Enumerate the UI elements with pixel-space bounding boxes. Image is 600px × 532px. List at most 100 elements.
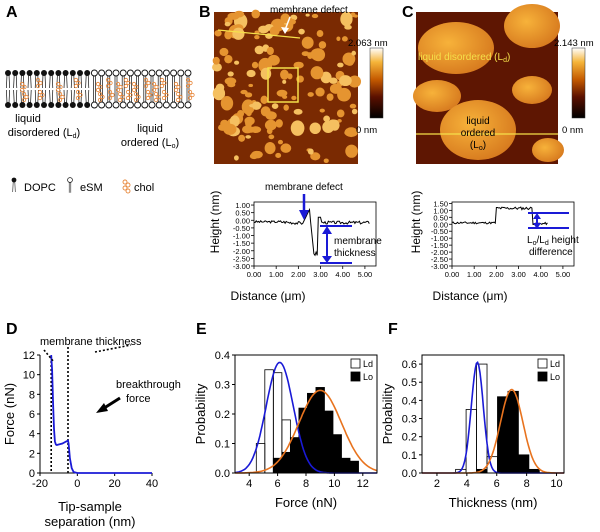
cholesterol bbox=[161, 89, 169, 101]
lo-domain bbox=[280, 69, 289, 80]
y-tick-label: 1.00 bbox=[235, 201, 250, 210]
x-tick-label: 3.00 bbox=[313, 270, 328, 279]
lo-domain bbox=[293, 108, 303, 115]
lo-domain bbox=[271, 103, 279, 109]
d-breakthrough-2: force bbox=[126, 393, 150, 405]
scale-min-b: 0 nm bbox=[356, 125, 377, 136]
defect-arrowhead-b bbox=[281, 27, 289, 34]
lipid-top bbox=[112, 69, 120, 90]
cholesterol bbox=[145, 89, 153, 101]
lo-domain bbox=[264, 119, 277, 131]
lo-region-label-2: ordered bbox=[461, 128, 495, 139]
lo-domain bbox=[219, 47, 229, 57]
lo-domain bbox=[268, 134, 275, 140]
lo-domain bbox=[232, 27, 245, 40]
legend-esm-label: eSM bbox=[80, 182, 103, 194]
lo-domain bbox=[254, 34, 260, 40]
y-tick-label: 0.4 bbox=[402, 395, 417, 407]
lipid-top bbox=[141, 69, 149, 90]
y-tick-label: -0.50 bbox=[431, 227, 448, 236]
lo-domain bbox=[233, 155, 239, 161]
esm-icon bbox=[67, 177, 73, 194]
lo-domain bbox=[244, 92, 253, 98]
y-tick-label: -2.00 bbox=[431, 248, 448, 257]
lo-label-line1: liquid bbox=[137, 123, 163, 135]
x-tick-label: 5.00 bbox=[556, 270, 571, 279]
defect-arrowhead-profile bbox=[299, 210, 309, 220]
d-xlabel-2: separation (nm) bbox=[44, 514, 135, 529]
lipid-bottom bbox=[126, 88, 134, 109]
lo-domain bbox=[277, 139, 283, 145]
bar-ld bbox=[281, 419, 291, 474]
y-tick-label: -3.00 bbox=[233, 262, 250, 271]
d-y-tick-label: 6 bbox=[29, 409, 35, 421]
lipid-top bbox=[83, 69, 91, 89]
lo-domain bbox=[240, 89, 248, 95]
legend-ld-label: Ld bbox=[550, 359, 560, 369]
lipid-top bbox=[90, 69, 98, 90]
lo-domain bbox=[282, 79, 287, 84]
lo-domain bbox=[275, 152, 282, 158]
x-tick-label: 4.00 bbox=[335, 270, 350, 279]
profile-b-xlabel: Distance (μm) bbox=[231, 289, 306, 303]
xlabel: Thickness (nm) bbox=[449, 495, 538, 510]
lo-domain bbox=[310, 152, 321, 161]
lo-domain bbox=[244, 116, 255, 126]
lo-domain bbox=[301, 51, 310, 57]
profile-frame bbox=[253, 201, 377, 267]
lo-domain bbox=[214, 29, 222, 37]
cholesterol bbox=[131, 81, 139, 93]
d-x-tick-label: 40 bbox=[146, 478, 158, 490]
profile-b-ylabel: Height (nm) bbox=[208, 191, 222, 254]
lipid-bottom bbox=[11, 89, 19, 109]
lo-domain bbox=[301, 36, 314, 49]
lo-domain bbox=[264, 141, 276, 155]
d-y-tick-label: 10 bbox=[23, 370, 35, 382]
profile-c-ylabel: Height (nm) bbox=[409, 191, 423, 254]
d-force-curve bbox=[50, 354, 152, 474]
lipid-top bbox=[4, 69, 12, 89]
y-tick-label: 0.1 bbox=[402, 450, 417, 462]
x-tick-label: 2 bbox=[434, 478, 440, 490]
panel-b: B membrane defect 2.063 nm 0 nm bbox=[199, 4, 388, 164]
xlabel: Force (nN) bbox=[275, 495, 337, 510]
y-tick-label: 0.1 bbox=[215, 439, 230, 451]
bar-lo bbox=[315, 387, 325, 474]
legend-chol: chol bbox=[122, 179, 154, 194]
lipid-bottom bbox=[83, 89, 91, 109]
d-breakthrough-1: breakthrough bbox=[116, 379, 181, 391]
lo-domain bbox=[290, 120, 305, 136]
lo-region-label-1: liquid bbox=[466, 116, 489, 127]
lo-domain bbox=[269, 26, 280, 36]
profile-b-thickness-2: thickness bbox=[334, 248, 376, 259]
legend-ld-label: Ld bbox=[363, 359, 373, 369]
bar-ld bbox=[486, 456, 498, 474]
lo-domain bbox=[293, 61, 304, 69]
lo-domain bbox=[224, 77, 237, 85]
lo-domain bbox=[351, 108, 358, 115]
lo-domain-3 bbox=[413, 80, 461, 112]
profile-c-xlabel: Distance (μm) bbox=[433, 289, 508, 303]
lo-domain bbox=[310, 48, 325, 61]
lo-domain bbox=[291, 95, 297, 101]
y-tick-label: 0.00 bbox=[433, 220, 448, 229]
x-tick-label: 2.00 bbox=[489, 270, 504, 279]
lipid-bottom bbox=[90, 88, 98, 109]
cholesterol bbox=[175, 91, 183, 103]
scale-min-c: 0 nm bbox=[562, 125, 583, 136]
panel-a: A liquid disordered (Ld) liquid ordered … bbox=[4, 4, 195, 194]
profile-b-thickness-1: membrane bbox=[334, 236, 382, 247]
cholesterol bbox=[57, 91, 65, 103]
lo-domain bbox=[319, 108, 325, 113]
cholesterol bbox=[21, 91, 29, 103]
y-tick-label: 0.4 bbox=[215, 350, 230, 362]
cholesterol bbox=[73, 77, 81, 89]
bar-lo bbox=[324, 410, 334, 474]
cholesterol bbox=[95, 81, 103, 93]
scale-max-c: 2.143 nm bbox=[554, 38, 594, 49]
cholesterol bbox=[37, 89, 45, 101]
y-tick-label: 0.2 bbox=[402, 432, 417, 444]
afm-domains-b bbox=[212, 9, 362, 163]
x-tick-label: 1.00 bbox=[269, 270, 284, 279]
cholesterol bbox=[19, 81, 27, 93]
